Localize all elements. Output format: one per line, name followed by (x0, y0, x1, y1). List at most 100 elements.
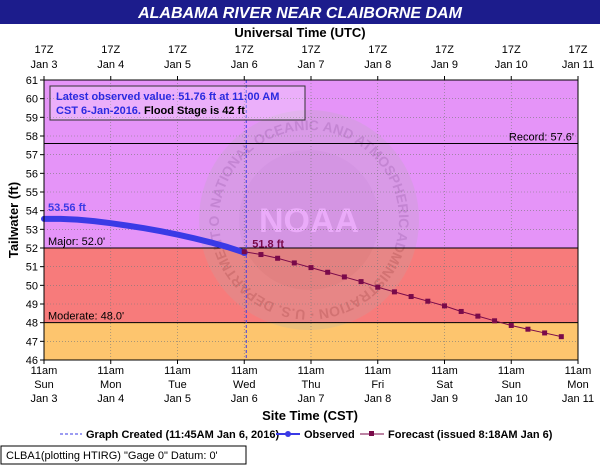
top-tick-label-time: 17Z (235, 44, 254, 56)
bottom-tick-label-day: Mon (567, 379, 588, 391)
bottom-tick-label-date: Jan 11 (562, 393, 594, 405)
top-tick-label-date: Jan 6 (231, 59, 258, 71)
top-tick-label-time: 17Z (35, 44, 54, 56)
data-series (41, 80, 564, 360)
y-tick-label: 51 (26, 262, 38, 274)
info-box-line1: Latest observed value: 51.76 ft at 11:00… (56, 91, 279, 103)
top-tick-label-time: 17Z (435, 44, 454, 56)
top-axis-title: Universal Time (UTC) (234, 25, 365, 40)
bottom-tick-label-day: Thu (302, 379, 321, 391)
forecast-point (525, 326, 531, 332)
annotation-first-forecast: 51.8 ft (252, 239, 284, 251)
forecast-point (241, 249, 247, 255)
top-tick-label-time: 17Z (368, 44, 387, 56)
forecast-point (341, 274, 347, 280)
top-tick-label-date: Jan 5 (164, 59, 191, 71)
top-tick-label-date: Jan 3 (31, 59, 58, 71)
info-box-date: CST 6-Jan-2016. (56, 105, 141, 117)
bottom-tick-label-date: Jan 3 (31, 393, 58, 405)
grid-lines (44, 80, 578, 360)
top-tick-label-date: Jan 7 (298, 59, 325, 71)
forecast-point (291, 260, 297, 266)
axes: 46 47 48 49 50 51 52 53 54 55 56 57 58 59 60 61 17Z Jan 3… (26, 44, 594, 405)
y-tick-label: 56 (26, 168, 38, 180)
bottom-tick-label-time: 11am (231, 365, 258, 377)
bottom-tick-label-date: Jan 8 (364, 393, 391, 405)
threshold-label-major: Major: 52.0' (48, 236, 105, 248)
bottom-tick-label-time: 11am (298, 365, 325, 377)
bottom-tick-label-time: 11am (431, 365, 458, 377)
top-tick-label-time: 17Z (101, 44, 120, 56)
legend-created-label: Graph Created (11:45AM Jan 6, 2016) (86, 429, 280, 441)
info-box-frame (49, 85, 306, 121)
noaa-seal-circle (199, 110, 419, 330)
bottom-tick-label-time: 11am (364, 365, 391, 377)
legend-observed-marker (285, 431, 291, 437)
forecast-line (244, 251, 562, 338)
y-tick-label: 50 (26, 280, 38, 292)
bottom-tick-label-time: 11am (565, 365, 592, 377)
forecast-point (258, 252, 264, 258)
legend: Graph Created (11:45AM Jan 6, 2016) Obse… (60, 429, 553, 441)
top-tick-label-date: Jan 8 (364, 59, 391, 71)
bottom-tick-label-day: Sun (34, 379, 54, 391)
threshold-label-moderate: Moderate: 48.0' (48, 311, 124, 323)
plot-frame (43, 79, 579, 361)
bottom-tick-label-date: Jan 9 (431, 393, 458, 405)
forecast-point (275, 255, 281, 261)
top-tick-label-date: Jan 4 (97, 59, 124, 71)
forecast-point (358, 279, 364, 285)
forecast-point (442, 303, 447, 309)
y-tick-label: 52 (26, 243, 38, 255)
chart-title: ALABAMA RIVER NEAR CLAIBORNE DAM (137, 5, 463, 22)
legend-observed-label: Observed (304, 429, 355, 441)
footer-box (0, 445, 247, 465)
observed-line (41, 215, 248, 256)
bottom-tick-label-day: Tue (168, 379, 187, 391)
bottom-tick-label-date: Jan 10 (495, 393, 528, 405)
bottom-tick-label-day: Sun (501, 379, 521, 391)
bottom-tick-label-time: 11am (31, 365, 58, 377)
forecast-point (508, 322, 514, 328)
y-tick-label: 47 (26, 336, 38, 348)
legend-forecast-label: Forecast (issued 8:18AM Jan 6) (388, 429, 553, 441)
forecast-point (475, 313, 481, 319)
bottom-tick-label-date: Jan 5 (164, 393, 191, 405)
top-tick-label-time: 17Z (502, 44, 521, 56)
y-tick-label: 55 (26, 187, 38, 199)
info-box-line2: CST 6-Jan-2016. Flood Stage is 42 ft (56, 105, 245, 117)
threshold-label-record: Record: 57.6' (509, 131, 574, 143)
top-tick-label-date: Jan 10 (495, 59, 528, 71)
footer-text: CLBA1(plotting HTIRG) "Gage 0" Datum: 0' (6, 450, 218, 462)
bottom-tick-label-date: Jan 6 (231, 393, 258, 405)
noaa-seal-inner-circle (239, 150, 379, 290)
bottom-tick-label-time: 11am (97, 365, 124, 377)
forecast-point (325, 269, 331, 275)
info-box-flood-stage: Flood Stage is 42 ft (141, 105, 245, 117)
top-tick-label-time: 17Z (302, 44, 321, 56)
y-tick-label: 57 (26, 150, 38, 162)
top-tick-label-time: 17Z (168, 44, 187, 56)
forecast-point (542, 330, 548, 336)
bottom-tick-label-date: Jan 7 (298, 393, 325, 405)
watermark-center-text: NOAA (259, 202, 359, 240)
bottom-tick-label-time: 11am (498, 365, 525, 377)
y-tick-label: 53 (26, 224, 38, 236)
forecast-point (375, 284, 381, 290)
y-tick-label: 61 (26, 75, 38, 87)
info-box: Latest observed value: 51.76 ft at 11:00… (49, 85, 306, 121)
forecast-point (425, 298, 431, 304)
y-tick-label: 54 (26, 206, 38, 218)
y-tick-label: 49 (26, 299, 38, 311)
y-tick-label: 59 (26, 112, 38, 124)
bottom-tick-label-day: Wed (233, 379, 255, 391)
forecast-point (558, 334, 564, 340)
forecast-point (408, 294, 414, 300)
top-tick-label-date: Jan 9 (431, 59, 458, 71)
forecast-point (308, 265, 314, 271)
bottom-tick-label-time: 11am (164, 365, 191, 377)
forecast-point (492, 318, 498, 324)
bottom-tick-label-day: Sat (436, 379, 453, 391)
